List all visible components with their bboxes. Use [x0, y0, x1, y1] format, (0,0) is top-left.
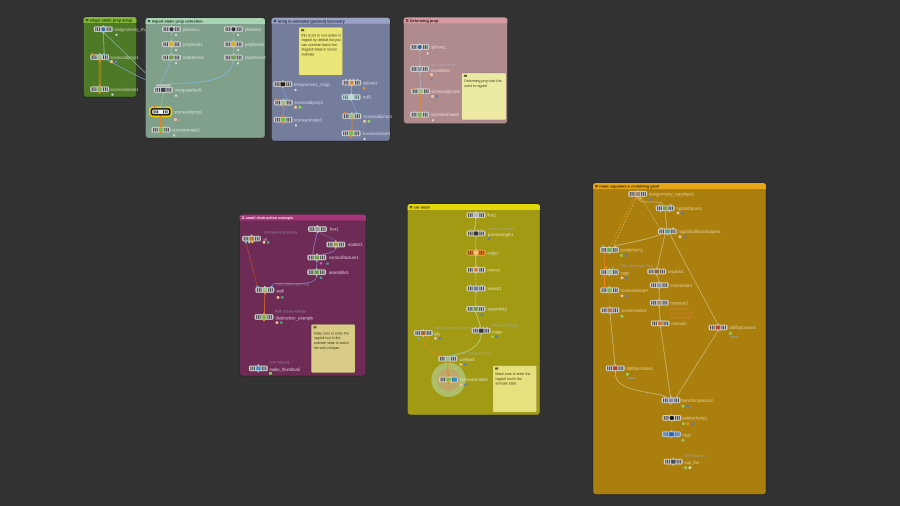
svg-text:mirror1: mirror1	[488, 267, 502, 272]
svg-text:matchsize1: matchsize1	[183, 55, 204, 60]
svg-text:Deforming prop: Deforming prop	[410, 19, 439, 23]
svg-text:jointdeform1: jointdeform1	[620, 248, 644, 253]
svg-text:voronoifracture1: voronoifracture1	[329, 255, 359, 260]
svg-text:make_thumbnail: make_thumbnail	[270, 367, 300, 372]
svg-text:sceneanimate5: sceneanimate5	[431, 112, 459, 117]
svg-text:RBD Scene Animate: RBD Scene Animate	[275, 310, 306, 314]
svg-text:destruction_example: destruction_example	[276, 315, 314, 320]
svg-text:Total: 0.80389: Total: 0.80389	[670, 316, 691, 320]
svg-text:transformpieces2: transformpieces2	[682, 398, 714, 403]
svg-text:sweep1: sweep1	[488, 286, 503, 291]
svg-text:assemble1: assemble1	[329, 270, 350, 275]
svg-text:sceneanimate6: sceneanimate6	[460, 377, 488, 382]
svg-text:polybevel2: polybevel2	[245, 42, 265, 47]
svg-text:the wall collapse: the wall collapse	[314, 346, 340, 350]
svg-text:animate state to watch: animate state to watch	[314, 341, 349, 345]
svg-text:sceneaddprop2: sceneaddprop2	[174, 109, 203, 114]
svg-text:unpack1: unpack1	[668, 269, 684, 274]
svg-text:import static prop collection: import static prop collection	[152, 20, 204, 24]
svg-text:RBD Scene Add Prop: RBD Scene Add Prop	[621, 264, 654, 268]
svg-text:animate state: animate state	[495, 382, 516, 386]
svg-text:capy: capy	[621, 271, 631, 276]
svg-text:copy: copy	[682, 433, 692, 438]
svg-text:measure1: measure1	[671, 300, 690, 305]
svg-text:enumerate1: enumerate1	[671, 283, 694, 288]
svg-text:scenesmoke1: scenesmoke1	[622, 308, 648, 313]
svg-text:mountain1: mountain1	[431, 68, 451, 73]
svg-text:Make sure to enter the: Make sure to enter the	[314, 331, 349, 335]
svg-text:testgeometry_shaderball1: testgeometry_shaderball1	[115, 27, 163, 32]
svg-text:assemble2: assemble2	[488, 307, 509, 312]
svg-text:Test Geometry Rubbertoy: Test Geometry Rubbertoy	[434, 326, 473, 330]
svg-text:carwash: carwash	[460, 357, 476, 362]
svg-text:sceneanimate7: sceneanimate7	[621, 288, 649, 293]
svg-text:sceneanimate3: sceneanimate3	[294, 117, 322, 122]
svg-text:Ragdoll State in Scene: Ragdoll State in Scene	[302, 48, 338, 52]
svg-text:RBD Scene Add Prop: RBD Scene Add Prop	[277, 282, 310, 286]
svg-text:elly: elly	[434, 332, 441, 337]
svg-text:Make sure to enter the: Make sure to enter the	[495, 372, 530, 376]
svg-text:ragdoll tool in the: ragdoll tool in the	[495, 377, 522, 381]
svg-text:attribpromote2: attribpromote2	[730, 325, 757, 330]
svg-text:RBD Scene Add Prop: RBD Scene Add Prop	[460, 351, 493, 355]
svg-text:rotate: rotate	[492, 329, 503, 334]
svg-text:TL: TL	[681, 427, 685, 431]
svg-text:Attribute Wrangle: Attribute Wrangle	[488, 227, 514, 231]
svg-text:ragdoll by default but you: ragdoll by default but you	[302, 38, 341, 42]
svg-text:used in ragdoll: used in ragdoll	[464, 84, 487, 88]
svg-text:normal1: normal1	[672, 321, 688, 326]
svg-text:Attribute Wrangle: Attribute Wrangle	[492, 323, 518, 327]
svg-text:name: name	[730, 335, 738, 339]
svg-text:Deforming prop can't be: Deforming prop can't be	[464, 79, 501, 83]
svg-text:Test Geometry Electra: Test Geometry Electra	[264, 231, 298, 235]
svg-text:rigstashpose1: rigstashpose1	[677, 206, 703, 211]
svg-text:Cornerstone: Cornerstone	[670, 307, 689, 311]
svg-text:single static prop setup: single static prop setup	[90, 19, 133, 23]
svg-text:pointvelocity1: pointvelocity1	[683, 416, 709, 421]
svg-text:sceneanimate1: sceneanimate1	[111, 87, 139, 92]
svg-text:small destruction example: small destruction example	[246, 216, 294, 220]
svg-text:el: el	[264, 237, 267, 242]
svg-text:testgeometry_capybara1: testgeometry_capybara1	[649, 192, 695, 197]
svg-text:name: name	[627, 376, 635, 380]
svg-text:box1: box1	[330, 227, 340, 232]
svg-text:sceneaddprop3: sceneaddprop3	[295, 100, 324, 105]
svg-text:sceneaddprop1: sceneaddprop1	[111, 55, 140, 60]
svg-text:Animate: Animate	[302, 52, 315, 56]
svg-text:matchsize2: matchsize2	[245, 55, 266, 60]
svg-text:ragdollcollisionshapes1: ragdollcollisionshapes1	[679, 229, 722, 234]
svg-text:can override that in the: can override that in the	[302, 43, 338, 47]
svg-text:mergepacked1: mergepacked1	[175, 88, 203, 93]
svg-text:testgeometry_crag1: testgeometry_crag1	[294, 82, 331, 87]
svg-text:cop_fan: cop_fan	[685, 460, 700, 465]
svg-text:pointwrangle1: pointwrangle1	[488, 232, 514, 237]
svg-text:LOP Network: LOP Network	[270, 361, 290, 365]
svg-text:make capybara a crumbling gian: make capybara a crumbling giant	[599, 185, 660, 189]
svg-text:Mountain Terrain: Mountain Terrain	[432, 63, 457, 67]
svg-text:bring in animated (packed) Geo: bring in animated (packed) Geometry	[278, 19, 346, 23]
svg-text:copy1: copy1	[488, 250, 500, 255]
svg-text:ROP Network: ROP Network	[685, 454, 706, 458]
svg-text:attribpromote1: attribpromote1	[627, 366, 654, 371]
svg-text:sphere1: sphere1	[431, 45, 447, 50]
svg-text:null1: null1	[363, 95, 372, 100]
svg-text:subnet1: subnet1	[363, 80, 378, 85]
svg-text:sceneanimate4: sceneanimate4	[363, 131, 391, 136]
svg-text:scatter1: scatter1	[348, 242, 363, 247]
svg-text:ragdoll tool in the: ragdoll tool in the	[314, 336, 341, 340]
svg-text:Elements: 2768: Elements: 2768	[670, 312, 694, 316]
svg-text:polybevel1: polybevel1	[183, 42, 203, 47]
svg-text:wall: wall	[277, 288, 284, 293]
svg-text:sceneaddprop4: sceneaddprop4	[364, 114, 393, 119]
svg-text:this is set to non-active in: this is set to non-active in	[302, 33, 341, 37]
svg-text:line1: line1	[488, 213, 497, 218]
svg-text:sceneanimate2: sceneanimate2	[172, 127, 200, 132]
svg-text:platonic1: platonic1	[183, 27, 200, 32]
svg-text:sceneaddprop5: sceneaddprop5	[432, 89, 461, 94]
svg-text:car wash: car wash	[414, 206, 431, 210]
svg-text:platonic2: platonic2	[245, 27, 262, 32]
